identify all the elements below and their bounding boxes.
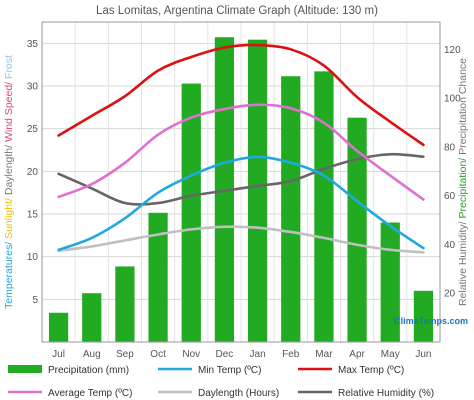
precip-bar-sep: [115, 266, 135, 342]
precip-bar-feb: [281, 76, 301, 342]
right-y-tick-labels: 20 40 60 80 100 120: [444, 45, 461, 300]
x-tick-sep: Sep: [116, 349, 134, 360]
left-y-tick-10: 10: [27, 252, 39, 263]
right-y-tick-120: 120: [444, 45, 461, 56]
precip-bar-jan: [247, 39, 268, 343]
x-tick-dec: Dec: [216, 349, 234, 360]
legend: Precipitation (mm) Min Temp (ºC) Max Temp …: [8, 365, 434, 399]
x-tick-nov: Nov: [182, 349, 200, 360]
legend-item-precipitation: Precipitation (mm): [8, 365, 129, 376]
left-y-tick-labels: 5 10 15 20 25 30 35: [27, 39, 39, 306]
precipitation-bars: [48, 37, 434, 343]
right-y-axis-label: Relative Humidity/ Precipitation/ Precip…: [457, 58, 469, 306]
relative-humidity-line: [57, 152, 425, 206]
left-y-tick-5: 5: [32, 295, 38, 306]
axis-label-part-2: Precipitation Chance: [457, 58, 469, 158]
left-y-axis-label: Temperatures/ Sunlight/ Daylength/ Wind …: [3, 55, 15, 309]
axis-label-part-1: Sunlight/: [3, 198, 15, 242]
right-y-tick-80: 80: [444, 142, 456, 153]
legend-item-relative-humidity: Relative Humidity (%): [298, 388, 434, 399]
left-y-tick-30: 30: [27, 82, 39, 93]
legend-label: Average Temp (ºC): [48, 388, 132, 399]
x-tick-feb: Feb: [282, 349, 300, 360]
precip-bar-jun: [413, 290, 434, 342]
legend-label: Daylength (Hours): [198, 388, 279, 399]
axis-label-part-1: Precipitation/: [457, 158, 469, 222]
left-y-tick-35: 35: [27, 39, 39, 50]
precip-bar-jul: [48, 312, 69, 342]
axis-label-part-3: Wind Speed/: [3, 82, 15, 145]
axis-label-part-2: Daylength/: [3, 145, 15, 198]
legend-item-min-temp: Min Temp (ºC): [158, 365, 261, 376]
daylength-line: [57, 225, 425, 254]
brand-watermark: ClimaTemps.com: [394, 316, 468, 326]
x-tick-aug: Aug: [83, 349, 101, 360]
left-y-tick-25: 25: [27, 124, 39, 135]
grid-lines: [42, 22, 440, 342]
x-tick-may: May: [381, 349, 400, 360]
legend-item-max-temp: Max Temp (ºC): [298, 365, 404, 376]
axis-label-part-0: Relative Humidity/: [457, 221, 469, 306]
series-lines: [57, 43, 425, 254]
x-tick-jul: Jul: [52, 349, 65, 360]
x-tick-labels: Jul Aug Sep Oct Nov Dec Jan Feb Mar Apr May Jun: [52, 349, 431, 360]
min-temp-line: [57, 155, 425, 252]
legend-label: Max Temp (ºC): [338, 365, 404, 376]
x-tick-jun: Jun: [415, 349, 431, 360]
legend-label: Relative Humidity (%): [338, 388, 434, 399]
average-temp-line: [57, 103, 425, 201]
legend-label: Precipitation (mm): [48, 365, 129, 376]
precip-bar-mar: [314, 71, 334, 342]
axis-label-part-0: Temperatures/: [3, 242, 15, 309]
precip-bar-apr: [347, 117, 367, 342]
legend-label: Min Temp (ºC): [198, 365, 261, 376]
x-tick-apr: Apr: [349, 349, 365, 360]
right-y-tick-60: 60: [444, 191, 456, 202]
plot-frame: [41, 21, 441, 343]
precip-bar-aug: [82, 293, 102, 342]
right-y-tick-20: 20: [444, 289, 456, 300]
left-y-tick-20: 20: [27, 167, 39, 178]
chart-title: Las Lomitas, Argentina Climate Graph (Al…: [96, 5, 378, 17]
left-y-tick-15: 15: [27, 210, 39, 221]
legend-item-daylength: Daylength (Hours): [158, 388, 279, 399]
axis-label-part-4: Frost: [3, 55, 15, 82]
x-tick-jan: Jan: [250, 349, 266, 360]
legend-swatch: [8, 365, 42, 373]
right-y-tick-40: 40: [444, 240, 456, 251]
legend-item-average-temp: Average Temp (ºC): [8, 388, 132, 399]
precip-bar-may: [380, 222, 400, 342]
max-temp-line: [57, 43, 425, 147]
precip-bar-oct: [148, 212, 168, 342]
right-y-tick-100: 100: [444, 94, 461, 105]
precip-bar-nov: [181, 83, 201, 343]
x-tick-oct: Oct: [150, 349, 166, 360]
x-tick-mar: Mar: [315, 349, 333, 360]
